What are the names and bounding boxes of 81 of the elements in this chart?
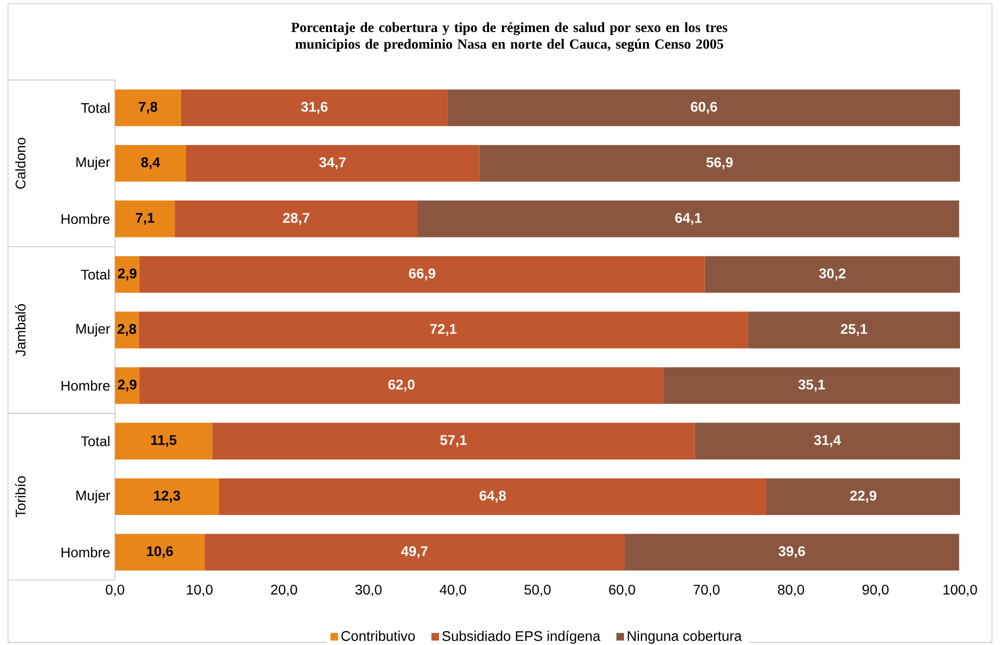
y-tick-label: Mujer — [76, 490, 110, 504]
data-label: 56,9 — [706, 157, 733, 170]
data-label: 72,1 — [430, 324, 457, 336]
data-label: 7,1 — [136, 213, 154, 225]
data-label: 57,1 — [440, 435, 467, 448]
legend-label: Subsidiado EPS indígena — [442, 630, 600, 644]
y-tick-label: Mujer — [76, 323, 110, 337]
bar — [186, 145, 480, 182]
legend-label: Contributivo — [341, 630, 415, 641]
bar — [138, 312, 748, 348]
x-tick-label: 50,0 — [524, 584, 551, 596]
bar — [140, 256, 705, 293]
chart-title: Porcentaje de cobertura y tipo de régimen de salud por sexo en los tres municipios de predominio Nasa en norte del Cauca, según Censo 2005 — [291, 22, 728, 52]
data-label: 66,9 — [409, 268, 436, 280]
data-label: 49,7 — [401, 546, 428, 558]
data-label: 10,6 — [147, 546, 173, 558]
bar — [115, 367, 140, 404]
x-tick-label: 60,0 — [609, 584, 636, 596]
data-label: 25,1 — [840, 324, 868, 336]
bar — [180, 89, 448, 126]
bar — [115, 534, 205, 571]
bar — [748, 312, 960, 348]
data-label: 60,6 — [690, 102, 718, 114]
legend-label: Ninguna cobertura — [628, 630, 742, 644]
data-label: 11,5 — [151, 435, 176, 448]
bar — [140, 367, 664, 404]
data-label: 2,9 — [118, 380, 136, 392]
data-label: 8,4 — [141, 157, 160, 170]
data-label: 31,4 — [814, 435, 841, 448]
bar — [115, 478, 219, 515]
bar — [479, 145, 960, 182]
data-label: 39,6 — [778, 546, 805, 558]
data-label: 64,8 — [480, 490, 506, 503]
bar — [663, 367, 960, 404]
bar — [115, 200, 175, 238]
y-tick-label: Hombre — [62, 214, 110, 224]
bar — [115, 312, 139, 348]
x-tick-label: 90,0 — [862, 584, 889, 596]
bar — [115, 256, 140, 293]
bar — [212, 422, 695, 460]
bar — [448, 89, 960, 126]
bar — [418, 200, 960, 238]
text: Caldono — [15, 138, 26, 189]
x-tick-label: 40,0 — [440, 584, 466, 596]
data-label: 64,1 — [675, 212, 702, 225]
text: Jambaló — [15, 304, 26, 356]
bar — [115, 422, 212, 460]
bar — [115, 89, 181, 126]
data-label: 22,9 — [850, 490, 876, 503]
text: Toribío — [15, 476, 26, 518]
x-tick-label: 80,0 — [778, 584, 804, 596]
bar — [174, 200, 418, 238]
bar — [115, 145, 186, 182]
data-label: 12,3 — [154, 490, 180, 503]
x-tick-label: 70,0 — [694, 584, 720, 596]
x-tick-label: 20,0 — [271, 584, 298, 596]
data-label: 2,8 — [118, 324, 136, 336]
bar — [704, 256, 960, 293]
bar — [694, 422, 960, 460]
bar — [766, 478, 960, 515]
x-tick-label: 0,0 — [106, 584, 124, 596]
data-label: 34,7 — [319, 157, 346, 170]
data-label: 2,9 — [118, 268, 136, 280]
data-label: 28,7 — [283, 212, 310, 225]
data-label: 30,2 — [819, 268, 846, 280]
data-label: 35,1 — [798, 380, 825, 392]
y-tick-label: Total — [81, 102, 110, 113]
data-label: 31,6 — [301, 102, 328, 114]
bar — [624, 534, 960, 571]
y-tick-label: Total — [81, 269, 110, 280]
y-tick-label: Hombre — [62, 547, 110, 558]
bar — [218, 478, 766, 515]
x-tick-label: 10,0 — [186, 584, 213, 596]
y-tick-label: Mujer — [76, 156, 110, 170]
x-tick-label: 100,0 — [944, 584, 977, 596]
y-tick-label: Total — [81, 436, 110, 446]
bar — [204, 534, 625, 571]
data-label: 62,0 — [388, 380, 415, 392]
y-tick-label: Hombre — [62, 380, 110, 391]
data-label: 7,8 — [138, 102, 158, 114]
x-tick-label: 30,0 — [355, 584, 382, 596]
